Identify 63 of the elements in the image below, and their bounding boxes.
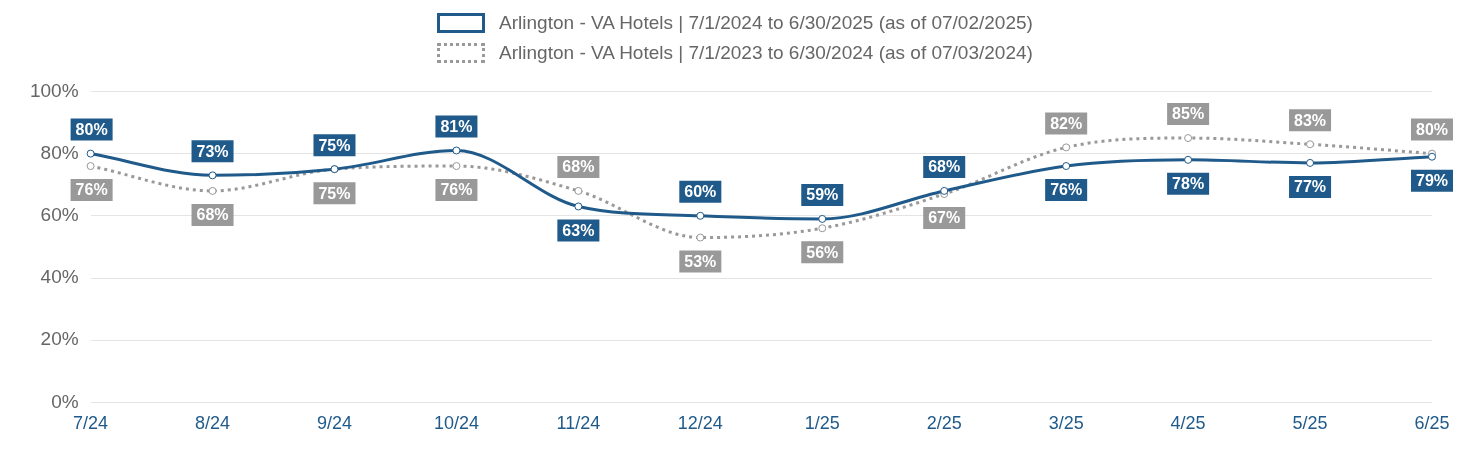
y-tick-label: 80%	[40, 141, 79, 163]
x-tick-label: 2/25	[926, 413, 962, 434]
data-label: 75%	[318, 136, 351, 154]
y-tick-label: 60%	[40, 204, 79, 226]
data-label: 53%	[684, 252, 717, 270]
point	[1306, 140, 1315, 149]
point	[452, 146, 461, 155]
data-label: 78%	[1172, 175, 1205, 193]
data-label: 76%	[1050, 181, 1083, 199]
y-tick-label: 20%	[40, 328, 79, 350]
data-label: 76%	[75, 181, 108, 199]
x-tick-label: 10/24	[433, 413, 479, 434]
point	[1184, 134, 1193, 143]
point	[1306, 158, 1315, 167]
data-label: 76%	[440, 181, 473, 199]
point	[208, 186, 217, 195]
data-label: 83%	[1294, 111, 1327, 129]
x-tick-label: 12/24	[677, 413, 723, 434]
point	[86, 149, 95, 158]
data-label: 59%	[806, 186, 839, 204]
data-label: 77%	[1294, 178, 1327, 196]
data-label: 85%	[1172, 105, 1205, 123]
x-tick-label: 4/25	[1170, 413, 1206, 434]
x-tick-label: 8/24	[195, 413, 231, 434]
legend-label: Arlington - VA Hotels | 7/1/2023 to 6/30/2024 (as of 07/03/2024)	[499, 42, 1033, 64]
point	[86, 162, 95, 171]
data-label: 79%	[1415, 172, 1449, 190]
data-label: 81%	[440, 117, 473, 135]
point	[574, 202, 583, 211]
data-label: 82%	[1050, 114, 1083, 132]
y-tick-label: 40%	[40, 266, 79, 288]
point	[696, 233, 705, 242]
x-tick-label: 1/25	[804, 413, 840, 434]
x-tick-label: 3/25	[1048, 413, 1084, 434]
x-tick-label: 9/24	[316, 413, 353, 434]
point	[818, 224, 827, 233]
y-tick-label: 100%	[29, 79, 79, 101]
data-label: 68%	[928, 158, 961, 176]
point	[818, 214, 827, 223]
point	[1184, 155, 1193, 164]
point	[1062, 143, 1071, 152]
data-label: 60%	[684, 183, 717, 201]
data-label: 80%	[1415, 121, 1449, 139]
x-tick-label: 11/24	[556, 413, 601, 434]
data-label: 67%	[928, 209, 961, 227]
data-label: 63%	[562, 221, 595, 239]
x-tick-label: 6/25	[1414, 413, 1450, 434]
point	[208, 171, 217, 180]
data-label: 68%	[562, 158, 595, 176]
x-tick-label: 7/24	[73, 413, 109, 434]
legend-label: Arlington - VA Hotels | 7/1/2024 to 6/30/2025 (as of 07/02/2025)	[499, 12, 1033, 34]
point	[940, 186, 949, 195]
point	[452, 162, 461, 171]
point	[696, 211, 705, 220]
x-tick-label: 5/25	[1292, 413, 1328, 434]
point	[574, 186, 583, 195]
data-label: 73%	[196, 142, 229, 160]
y-tick-label: 0%	[51, 390, 79, 412]
data-label: 68%	[196, 206, 229, 224]
data-label: 56%	[806, 243, 839, 261]
point	[1062, 162, 1071, 171]
data-label: 75%	[318, 184, 351, 202]
data-label: 80%	[75, 121, 108, 139]
